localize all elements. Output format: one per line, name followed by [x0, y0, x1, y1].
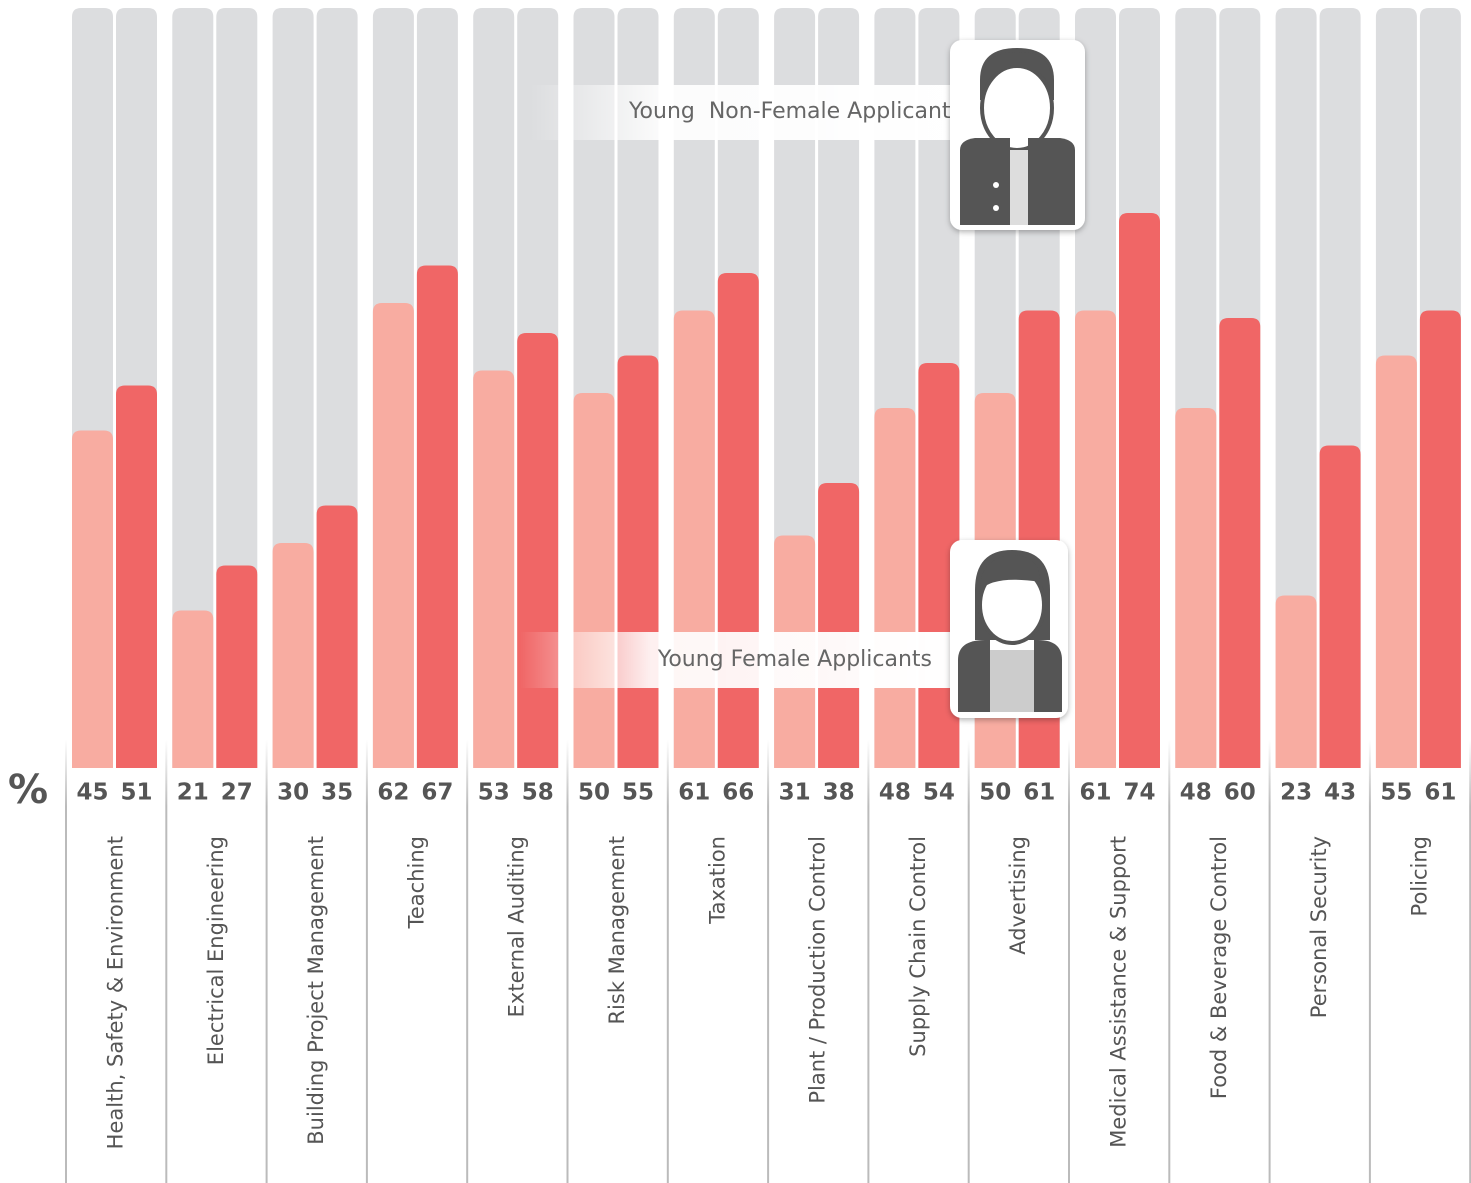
- bar: [874, 408, 916, 768]
- bars: [65, 8, 1471, 1183]
- value-label: 51: [120, 780, 152, 806]
- value-label: 50: [979, 780, 1011, 806]
- value-label: 35: [321, 780, 353, 806]
- legend-band: [530, 85, 970, 140]
- divider: [365, 740, 368, 1183]
- bar: [1175, 408, 1217, 768]
- divider: [65, 740, 67, 1183]
- value-label: 60: [1224, 780, 1256, 806]
- value-label: 38: [823, 780, 855, 806]
- value-label: 61: [1079, 780, 1111, 806]
- value-label: 30: [277, 780, 309, 806]
- value-label: 43: [1324, 780, 1356, 806]
- value-label: 74: [1123, 780, 1155, 806]
- divider: [265, 740, 268, 1183]
- value-label: 54: [923, 780, 955, 806]
- bar: [1319, 445, 1361, 768]
- divider: [1368, 740, 1371, 1183]
- divider: [1469, 740, 1471, 1183]
- value-label: 23: [1280, 780, 1312, 806]
- x-tick-label: Supply Chain Control: [906, 836, 930, 1057]
- x-tick-label: Risk Management: [605, 836, 629, 1025]
- bar: [673, 310, 715, 768]
- x-tick-label: Building Project Management: [304, 836, 328, 1145]
- value-label: 61: [678, 780, 710, 806]
- value-label: 61: [1023, 780, 1055, 806]
- bar: [1275, 595, 1317, 768]
- bar: [517, 333, 559, 768]
- x-tick-label: Electrical Engineering: [204, 836, 228, 1065]
- bar: [573, 393, 615, 768]
- value-label: 66: [722, 780, 754, 806]
- divider: [1168, 740, 1171, 1183]
- bar: [316, 505, 358, 768]
- divider: [466, 740, 469, 1183]
- bar: [717, 273, 759, 768]
- value-label: 62: [377, 780, 409, 806]
- bar: [473, 370, 515, 768]
- bar: [72, 430, 113, 768]
- bar: [272, 543, 314, 768]
- divider: [666, 740, 669, 1183]
- divider: [1268, 740, 1271, 1183]
- bar: [1419, 310, 1461, 768]
- value-label: 61: [1424, 780, 1456, 806]
- divider: [767, 740, 770, 1183]
- x-tick-label: Advertising: [1006, 836, 1030, 955]
- legend-label: Young Female Applicants: [657, 647, 932, 672]
- value-label: 58: [522, 780, 554, 806]
- divider: [566, 740, 569, 1183]
- bar: [372, 303, 414, 768]
- female-icon: [950, 540, 1068, 718]
- value-label: 27: [221, 780, 253, 806]
- x-tick-label: Taxation: [705, 836, 729, 925]
- labels: 45 51 Health, Safety & Environment 21 27 Elec…: [76, 780, 1456, 1150]
- bar: [617, 355, 659, 768]
- bar: [1375, 355, 1417, 768]
- divider: [967, 740, 970, 1183]
- legend-band: [520, 632, 955, 688]
- x-tick-label: Health, Safety & Environment: [104, 836, 128, 1149]
- divider: [867, 740, 870, 1183]
- bar-track: [172, 8, 214, 768]
- value-label: 55: [622, 780, 654, 806]
- x-tick-label: Policing: [1407, 836, 1431, 916]
- value-label: 53: [478, 780, 510, 806]
- bar: [1219, 318, 1261, 768]
- x-tick-label: Medical Assistance & Support: [1107, 836, 1131, 1148]
- value-label: 48: [879, 780, 911, 806]
- x-tick-label: Plant / Production Control: [806, 836, 830, 1104]
- x-tick-label: Personal Security: [1307, 836, 1331, 1018]
- value-label: 21: [177, 780, 209, 806]
- x-tick-label: External Auditing: [505, 836, 529, 1017]
- value-label: 67: [421, 780, 453, 806]
- bar: [818, 483, 860, 768]
- bar: [416, 265, 458, 768]
- legend-label: Young Non-Female Applicants: [628, 99, 962, 124]
- value-label: 45: [76, 780, 108, 806]
- bar: [172, 610, 214, 768]
- value-label: 50: [578, 780, 610, 806]
- male-icon: [950, 40, 1085, 230]
- divider: [165, 740, 168, 1183]
- value-label: 31: [779, 780, 811, 806]
- bar: [116, 385, 157, 768]
- value-label: 55: [1380, 780, 1412, 806]
- bar: [1075, 310, 1116, 768]
- x-tick-label: Food & Beverage Control: [1207, 836, 1231, 1099]
- value-label: 48: [1180, 780, 1212, 806]
- bar: [1119, 213, 1160, 768]
- divider: [1068, 740, 1070, 1183]
- unit-label: %: [8, 767, 48, 813]
- bar-track: [1275, 8, 1317, 768]
- bar: [216, 565, 258, 768]
- x-tick-label: Teaching: [404, 836, 428, 929]
